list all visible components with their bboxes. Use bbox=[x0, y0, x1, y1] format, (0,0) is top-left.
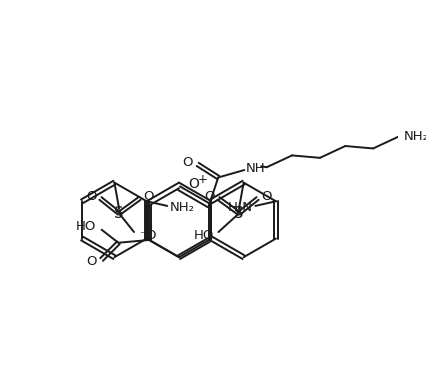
Text: ⁻O: ⁻O bbox=[138, 229, 156, 242]
Text: O: O bbox=[86, 190, 96, 203]
Text: NH: NH bbox=[246, 162, 265, 175]
Text: O: O bbox=[261, 190, 271, 203]
Text: +: + bbox=[197, 173, 207, 186]
Text: S: S bbox=[234, 206, 243, 221]
Text: HO: HO bbox=[75, 220, 96, 233]
Text: HO: HO bbox=[193, 229, 213, 242]
Text: H₂N: H₂N bbox=[227, 201, 252, 214]
Text: O: O bbox=[204, 190, 214, 203]
Text: S: S bbox=[114, 206, 124, 221]
Text: O: O bbox=[182, 156, 193, 169]
Text: O: O bbox=[143, 190, 153, 203]
Text: O: O bbox=[86, 255, 97, 268]
Text: NH₂: NH₂ bbox=[403, 130, 426, 143]
Text: NH₂: NH₂ bbox=[170, 201, 195, 214]
Text: O: O bbox=[188, 178, 199, 191]
